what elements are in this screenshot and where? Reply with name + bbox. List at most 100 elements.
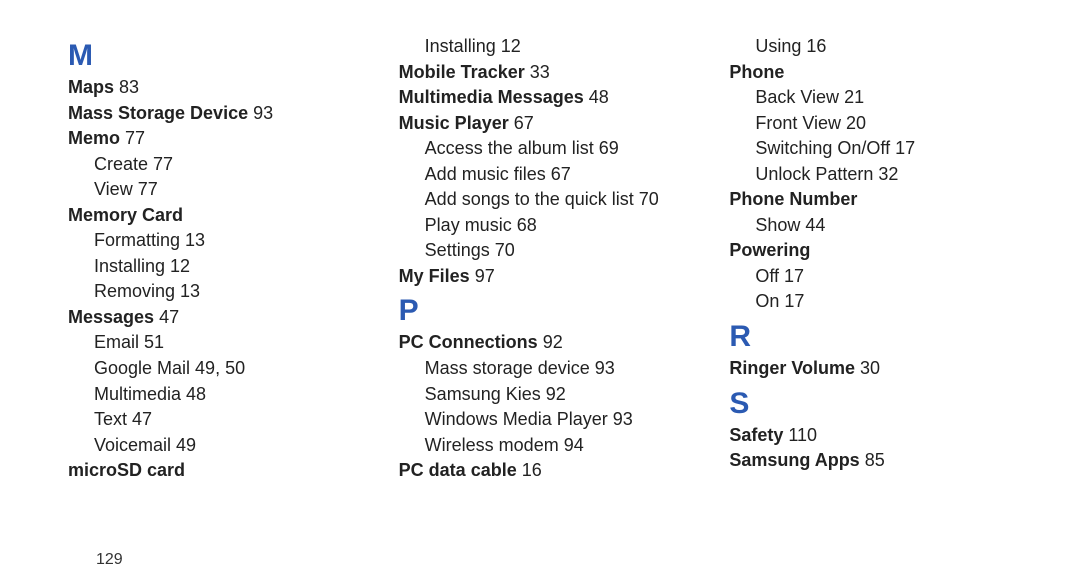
- entry-page: 12: [496, 36, 521, 56]
- entry-page: 32: [873, 164, 898, 184]
- entry-page: 13: [180, 230, 205, 250]
- index-subentry: View 77: [68, 177, 359, 203]
- entry-label: Memory Card: [68, 205, 183, 225]
- entry-page: 93: [608, 409, 633, 429]
- entry-label: Music Player: [399, 113, 509, 133]
- entry-page: 97: [470, 266, 495, 286]
- entry-label: Removing: [94, 281, 175, 301]
- entry-label: Wireless modem: [425, 435, 559, 455]
- entry-label: Access the album list: [425, 138, 594, 158]
- index-entry: Music Player 67: [399, 111, 690, 137]
- index-entry: Mobile Tracker 33: [399, 60, 690, 86]
- entry-page: 48: [181, 384, 206, 404]
- entry-label: Samsung Kies: [425, 384, 541, 404]
- entry-label: Powering: [729, 240, 810, 260]
- index-subentry: Removing 13: [68, 279, 359, 305]
- entry-page: 92: [538, 332, 563, 352]
- entry-label: Multimedia Messages: [399, 87, 584, 107]
- entry-page: 20: [841, 113, 866, 133]
- entry-page: 70: [634, 189, 659, 209]
- index-entry: Phone: [729, 60, 1020, 86]
- entry-page: 69: [594, 138, 619, 158]
- entry-label: Ringer Volume: [729, 358, 855, 378]
- index-letter: P: [399, 291, 690, 330]
- entry-label: Mobile Tracker: [399, 62, 525, 82]
- entry-label: Add music files: [425, 164, 546, 184]
- index-subentry: Front View 20: [729, 111, 1020, 137]
- entry-label: Mass storage device: [425, 358, 590, 378]
- entry-label: PC data cable: [399, 460, 517, 480]
- index-entry: Memory Card: [68, 203, 359, 229]
- index-subentry: Formatting 13: [68, 228, 359, 254]
- entry-page: 13: [175, 281, 200, 301]
- index-subentry: Back View 21: [729, 85, 1020, 111]
- index-subentry: Installing 12: [399, 34, 690, 60]
- entry-label: Installing: [94, 256, 165, 276]
- index-entry: Messages 47: [68, 305, 359, 331]
- entry-label: Create: [94, 154, 148, 174]
- entry-page: 33: [525, 62, 550, 82]
- entry-label: Windows Media Player: [425, 409, 608, 429]
- entry-page: 49, 50: [190, 358, 245, 378]
- entry-page: 16: [801, 36, 826, 56]
- entry-page: 110: [783, 425, 817, 445]
- index-subentry: Settings 70: [399, 238, 690, 264]
- entry-page: 93: [590, 358, 615, 378]
- entry-label: Front View: [755, 113, 841, 133]
- entry-label: Phone Number: [729, 189, 857, 209]
- index-entry: My Files 97: [399, 264, 690, 290]
- entry-label: Switching On/Off: [755, 138, 890, 158]
- entry-page: 16: [517, 460, 542, 480]
- entry-label: Back View: [755, 87, 839, 107]
- entry-label: Messages: [68, 307, 154, 327]
- entry-page: 67: [546, 164, 571, 184]
- entry-label: Email: [94, 332, 139, 352]
- entry-label: Mass Storage Device: [68, 103, 248, 123]
- entry-label: Show: [755, 215, 800, 235]
- entry-label: Safety: [729, 425, 783, 445]
- entry-label: Unlock Pattern: [755, 164, 873, 184]
- entry-label: PC Connections: [399, 332, 538, 352]
- index-subentry: Switching On/Off 17: [729, 136, 1020, 162]
- index-subentry: Add songs to the quick list 70: [399, 187, 690, 213]
- index-entry: Maps 83: [68, 75, 359, 101]
- index-entry: Samsung Apps 85: [729, 448, 1020, 474]
- entry-label: Phone: [729, 62, 784, 82]
- index-entry: Ringer Volume 30: [729, 356, 1020, 382]
- entry-page: 51: [139, 332, 164, 352]
- index-subentry: Voicemail 49: [68, 433, 359, 459]
- index-entry: PC data cable 16: [399, 458, 690, 484]
- index-column-2: Installing 12Mobile Tracker 33Multimedia…: [399, 34, 690, 565]
- page-number: 129: [96, 551, 123, 569]
- entry-page: 49: [171, 435, 196, 455]
- entry-page: 30: [855, 358, 880, 378]
- entry-label: Multimedia: [94, 384, 181, 404]
- entry-label: Google Mail: [94, 358, 190, 378]
- entry-label: Settings: [425, 240, 490, 260]
- entry-page: 77: [148, 154, 173, 174]
- index-subentry: Installing 12: [68, 254, 359, 280]
- index-subentry: Play music 68: [399, 213, 690, 239]
- index-column-3: Using 16PhoneBack View 21Front View 20Sw…: [729, 34, 1020, 565]
- entry-page: 85: [860, 450, 885, 470]
- entry-page: 68: [512, 215, 537, 235]
- entry-page: 12: [165, 256, 190, 276]
- index-entry: Safety 110: [729, 423, 1020, 449]
- index-subentry: Off 17: [729, 264, 1020, 290]
- entry-page: 17: [779, 266, 804, 286]
- index-subentry: Unlock Pattern 32: [729, 162, 1020, 188]
- index-subentry: Access the album list 69: [399, 136, 690, 162]
- entry-label: My Files: [399, 266, 470, 286]
- index-entry: Memo 77: [68, 126, 359, 152]
- entry-page: 70: [490, 240, 515, 260]
- entry-label: Memo: [68, 128, 120, 148]
- entry-page: 47: [154, 307, 179, 327]
- entry-label: Samsung Apps: [729, 450, 859, 470]
- index-subentry: On 17: [729, 289, 1020, 315]
- index-subentry: Create 77: [68, 152, 359, 178]
- index-subentry: Email 51: [68, 330, 359, 356]
- index-subentry: Windows Media Player 93: [399, 407, 690, 433]
- index-entry: Mass Storage Device 93: [68, 101, 359, 127]
- entry-page: 17: [890, 138, 915, 158]
- entry-label: Play music: [425, 215, 512, 235]
